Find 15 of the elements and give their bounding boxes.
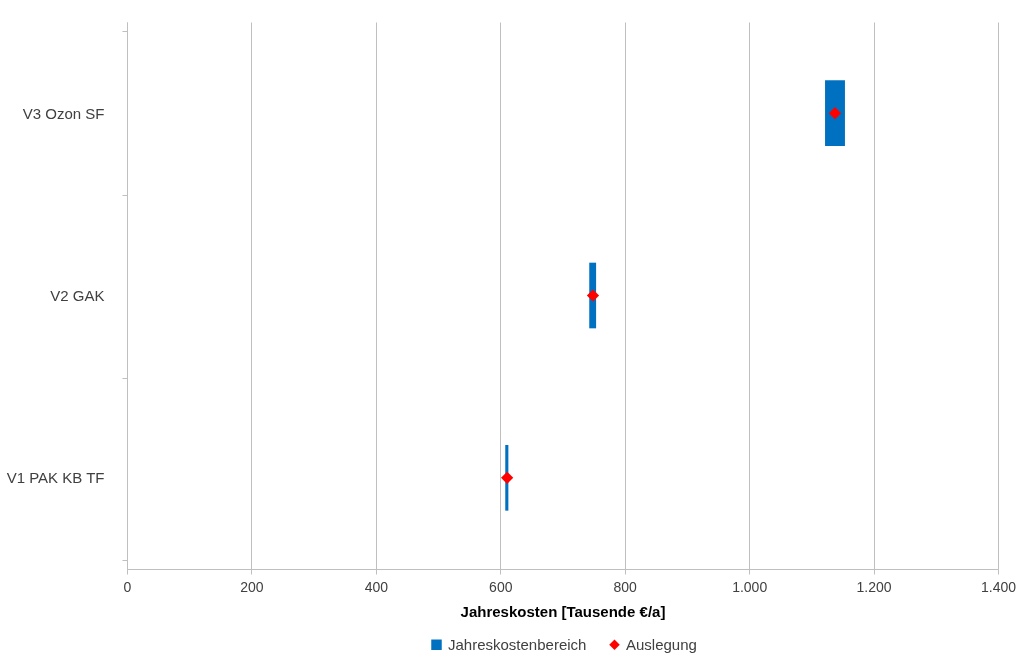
- x-tick-label: 1.000: [732, 578, 768, 595]
- x-tick-label: 0: [123, 578, 132, 595]
- x-tick-label: 400: [364, 578, 389, 595]
- y-tick-label: V1 PAK KB TF: [6, 469, 105, 487]
- legend-label: Jahreskostenbereich: [448, 635, 587, 653]
- x-tick-label: 800: [613, 578, 638, 595]
- y-tick-label: V2 GAK: [50, 287, 105, 304]
- legend-label: Auslegung: [626, 635, 697, 653]
- y-tick-label: V3 Ozon SF: [22, 104, 105, 122]
- x-axis-title: Jahreskosten [Tausende €/a]: [460, 602, 666, 620]
- x-tick-label: 600: [489, 578, 513, 595]
- bar: [825, 80, 845, 146]
- x-tick-label: 1.200: [856, 578, 892, 595]
- x-tick-label: 1.400: [980, 578, 1017, 595]
- x-tick-label: 200: [240, 578, 264, 595]
